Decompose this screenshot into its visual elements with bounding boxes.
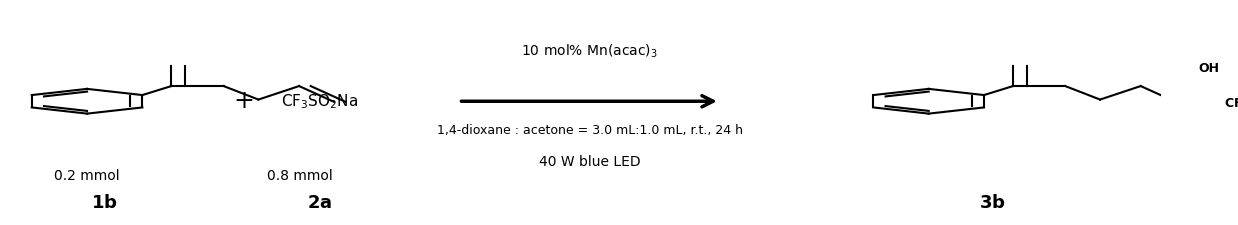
Text: $\mathbf{2a}$: $\mathbf{2a}$ — [307, 194, 332, 212]
Text: $\mathbf{1b}$: $\mathbf{1b}$ — [92, 194, 118, 212]
Text: CF$_3$SO$_2$Na: CF$_3$SO$_2$Na — [281, 92, 358, 111]
Text: OH: OH — [1198, 62, 1219, 75]
Text: 40 W blue LED: 40 W blue LED — [539, 155, 640, 169]
Text: $\mathbf{3b}$: $\mathbf{3b}$ — [979, 194, 1005, 212]
Text: 0.2 mmol: 0.2 mmol — [54, 169, 120, 182]
Text: +: + — [233, 89, 254, 113]
Text: 1,4-dioxane : acetone = 3.0 mL:1.0 mL, r.t., 24 h: 1,4-dioxane : acetone = 3.0 mL:1.0 mL, r… — [437, 124, 743, 137]
Text: 0.8 mmol: 0.8 mmol — [266, 169, 332, 182]
Text: CF$_3$: CF$_3$ — [1224, 97, 1238, 112]
Text: 10 mol% Mn(acac)$_3$: 10 mol% Mn(acac)$_3$ — [521, 43, 659, 61]
